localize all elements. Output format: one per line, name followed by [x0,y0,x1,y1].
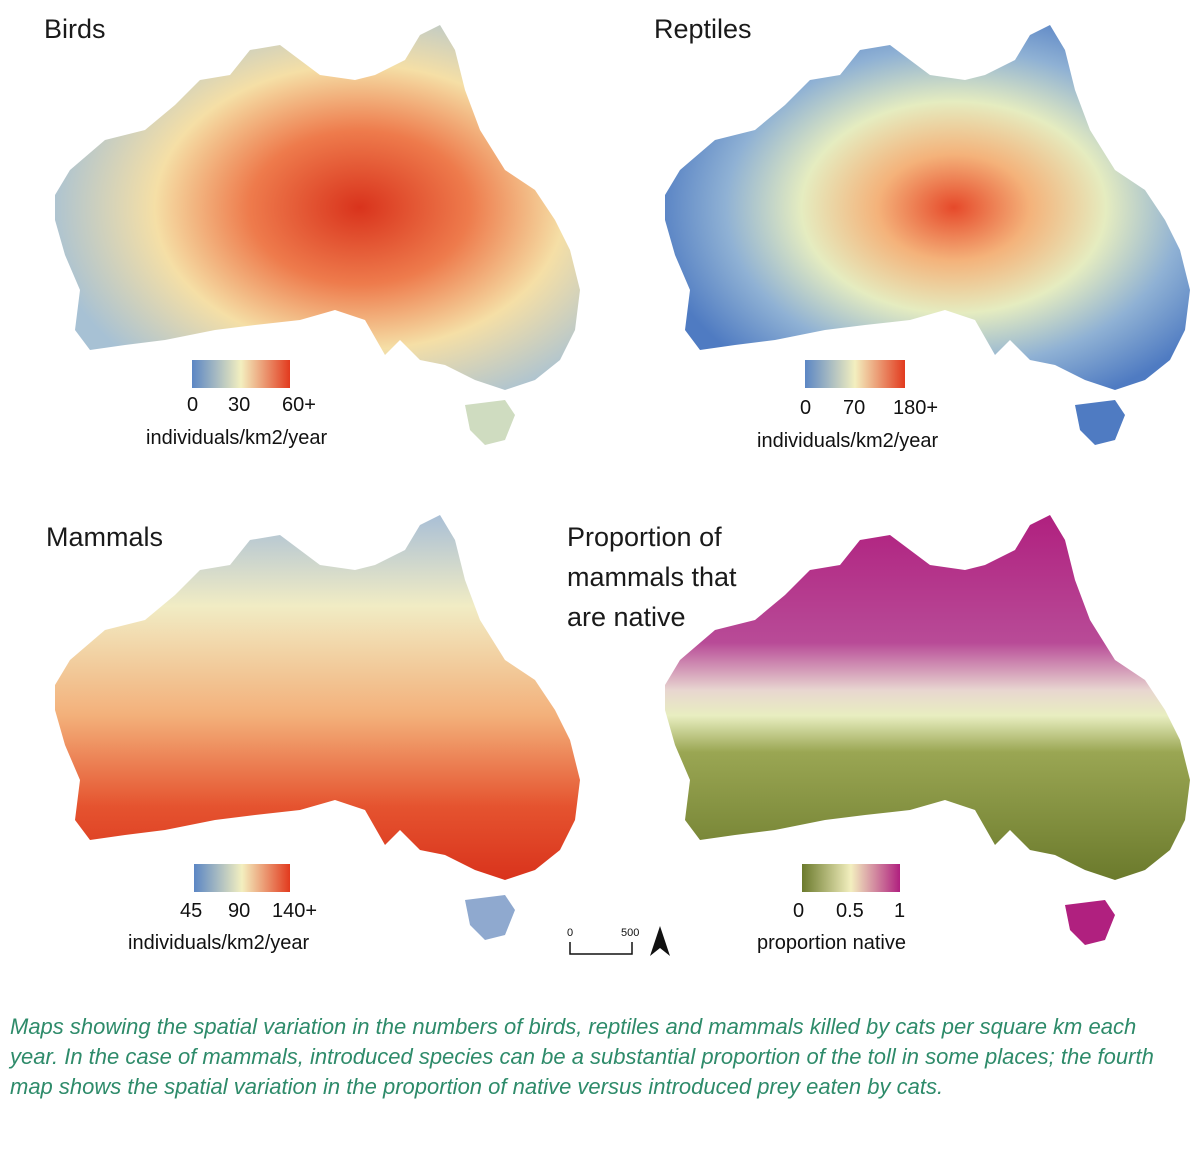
reptiles-map-title: Reptiles [654,14,752,44]
scale-bar-end-label: 500 [621,927,640,939]
scale-bar [569,942,633,955]
reptiles-legend-tick: 0 [800,397,812,419]
reptiles-map [665,25,1190,445]
birds-legend-unit: individuals/km2/year [146,427,328,449]
proportion-map-title-line: mammals that [567,562,737,592]
mammals-legend-unit: individuals/km2/year [128,932,310,954]
tasmania-shape [1065,900,1115,945]
reptiles-legend-unit: individuals/km2/year [757,430,939,452]
australia-mainland-shape [55,515,580,880]
proportion-map-title-line: are native [567,602,686,632]
tasmania-shape [465,895,515,940]
tasmania-shape [465,400,515,445]
birds-legend-tick: 60+ [282,394,316,416]
proportion-legend-tick: 0.5 [836,900,864,922]
birds-map-title: Birds [44,14,106,44]
birds-legend-tick: 0 [187,394,199,416]
birds-legend-bar [192,360,290,388]
birds-map [55,25,580,445]
proportion-legend-tick: 0 [793,900,805,922]
tasmania-shape [1075,400,1125,445]
reptiles-legend-tick: 180+ [893,397,939,419]
scale-bar-start-label: 0 [567,927,574,939]
mammals-map [55,515,580,940]
proportion-legend-bar [802,864,900,892]
australia-mainland-shape [665,25,1190,390]
proportion-legend-unit: proportion native [757,932,906,954]
reptiles-legend-tick: 70 [843,397,866,419]
mammals-legend-tick: 140+ [272,900,318,922]
mammals-legend-tick: 90 [228,900,251,922]
birds-legend-tick: 30 [228,394,251,416]
australia-mainland-shape [665,515,1190,880]
north-arrow-icon [650,926,670,956]
proportion-map-title-line: Proportion of [567,522,722,552]
reptiles-legend-bar [805,360,905,388]
australia-mainland-shape [55,25,580,390]
proportion-native-map [665,515,1190,945]
mammals-legend-bar [194,864,290,892]
proportion-legend-tick: 1 [894,900,906,922]
mammals-legend-tick: 45 [180,900,203,922]
mammals-map-title: Mammals [46,522,164,552]
figure-caption: Maps showing the spatial variation in th… [10,1014,1154,1099]
